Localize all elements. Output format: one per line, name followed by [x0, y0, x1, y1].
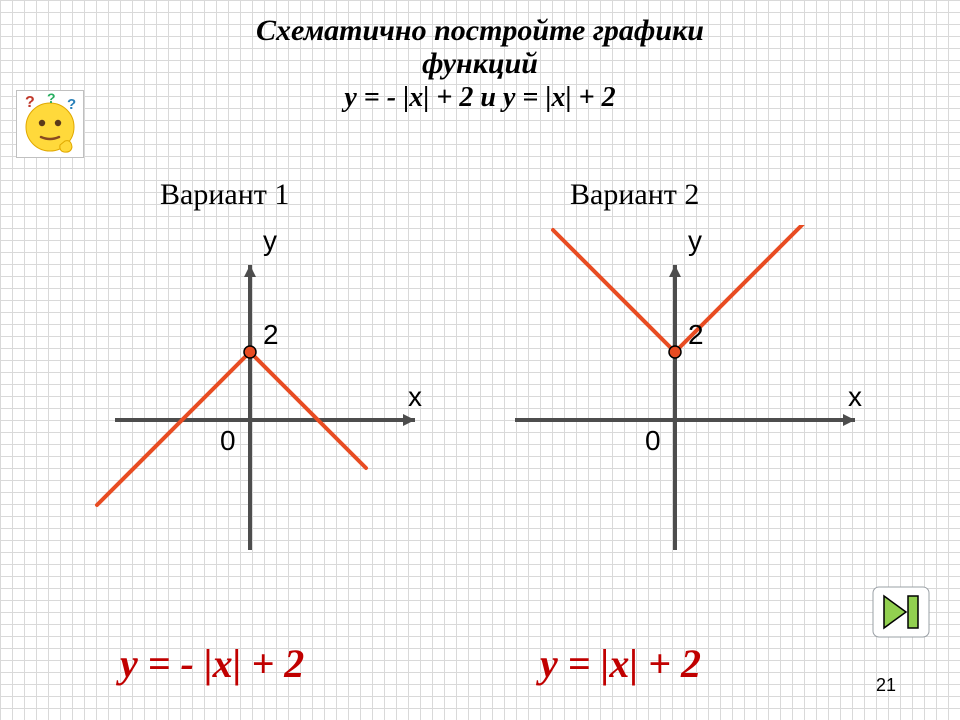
svg-text:?: ?: [47, 91, 56, 106]
thinking-smiley-icon: ? ? ?: [16, 90, 84, 158]
tick-label-2: 2: [263, 319, 279, 351]
play-forward-icon: [872, 586, 930, 638]
page-title: Схематично постройте графики функций у =…: [0, 14, 960, 114]
y-axis-label: у: [263, 225, 277, 257]
title-line-3: у = - |x| + 2 и у = |x| + 2: [344, 82, 615, 113]
page-number: 21: [876, 675, 896, 696]
origin-label: 0: [220, 425, 236, 457]
svg-text:?: ?: [25, 94, 35, 111]
equation-1: y = - |x| + 2: [120, 640, 304, 687]
y-axis-label: у: [688, 225, 702, 257]
variant-1-label: Вариант 1: [160, 178, 289, 212]
slide-page: Схематично постройте графики функций у =…: [0, 0, 960, 720]
next-slide-button[interactable]: [872, 586, 930, 638]
equation-2: y = |x| + 2: [540, 640, 701, 687]
variant-2-label: Вариант 2: [570, 178, 699, 212]
x-axis-label: х: [848, 381, 862, 413]
svg-text:?: ?: [67, 96, 76, 113]
title-line-1: Схематично постройте графики: [256, 14, 704, 47]
chart-variant-1: у 2 х 0: [60, 225, 460, 555]
x-axis-label: х: [408, 381, 422, 413]
title-line-2: функций: [422, 47, 538, 80]
origin-label: 0: [645, 425, 661, 457]
chart-variant-2: у 2 х 0: [485, 225, 885, 555]
tick-label-2: 2: [688, 319, 704, 351]
